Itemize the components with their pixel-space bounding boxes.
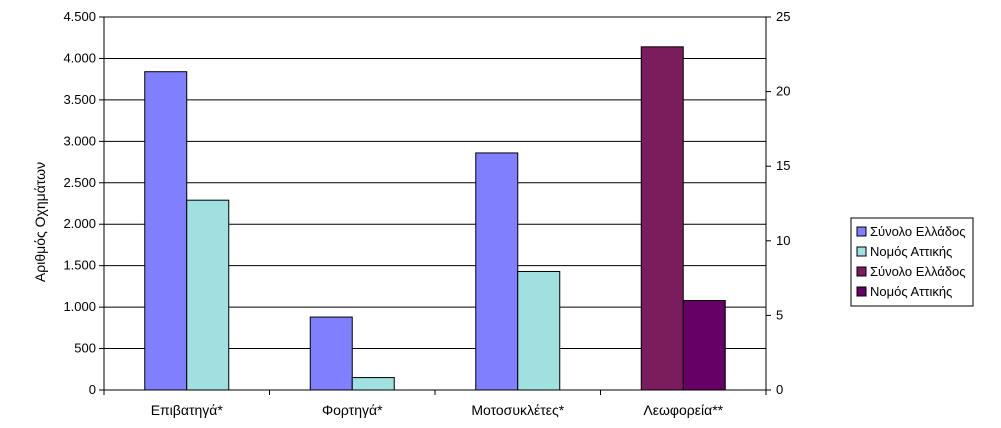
x-tick-label: Φορτηγά* — [322, 402, 383, 418]
legend: Σύνολο Ελλάδος Νομός Αττικής Σύνολο Ελλάδο… — [850, 217, 974, 307]
bar — [517, 270, 561, 391]
y-axis-title: Αριθμός Οχημάτων — [32, 162, 48, 282]
y-tick-label: 3.500 — [63, 92, 96, 107]
x-tick-label: Λεωφορεία** — [643, 402, 723, 418]
axes — [103, 17, 767, 395]
y2-tick-label: 5 — [776, 307, 783, 322]
bar — [682, 299, 726, 391]
y-tick-label: 2.500 — [63, 175, 96, 190]
y-axis-ticks: 0 500 1.000 1.500 2.000 2.500 3.000 3.500 4.000 4… — [63, 9, 104, 397]
y-tick-label: 1.000 — [63, 299, 96, 314]
y2-tick-label: 10 — [776, 233, 790, 248]
legend-entry: Νομός Αττικής — [870, 244, 952, 259]
y-tick-label: 4.500 — [63, 9, 96, 24]
category-labels: Επιβατηγά* Φορτηγά* Μοτοσυκλέτες* Λεωφορεία… — [151, 402, 724, 418]
legend-entry: Σύνολο Ελλάδος — [870, 264, 966, 279]
x-tick-label: Επιβατηγά* — [151, 402, 224, 418]
legend-box — [850, 217, 974, 307]
y-tick-label: 3.000 — [63, 133, 96, 148]
bar — [309, 316, 353, 391]
y-tick-label: 2.000 — [63, 216, 96, 231]
legend-entry: Σύνολο Ελλάδος — [870, 224, 966, 239]
y2-tick-label: 25 — [776, 9, 790, 24]
y-tick-label: 1.500 — [63, 258, 96, 273]
y2-tick-label: 20 — [776, 84, 790, 99]
y-tick-label: 4.000 — [63, 50, 96, 65]
legend-swatch — [856, 226, 867, 237]
y-tick-label: 500 — [74, 341, 96, 356]
legend-entry: Νομός Αττικής — [870, 284, 952, 299]
y2-axis-ticks: 0 5 10 15 20 25 — [766, 9, 790, 397]
y-tick-label: 0 — [89, 382, 96, 397]
x-tick-label: Μοτοσυκλέτες* — [471, 402, 564, 418]
legend-swatch — [856, 266, 867, 277]
y2-tick-label: 0 — [776, 382, 783, 397]
bar — [351, 377, 395, 391]
legend-swatch — [856, 246, 867, 257]
bar — [475, 152, 519, 391]
bars — [144, 46, 726, 391]
legend-swatch — [856, 286, 867, 297]
bar — [144, 71, 188, 391]
bar — [186, 199, 230, 391]
y2-tick-label: 15 — [776, 158, 790, 173]
bar — [640, 46, 684, 391]
